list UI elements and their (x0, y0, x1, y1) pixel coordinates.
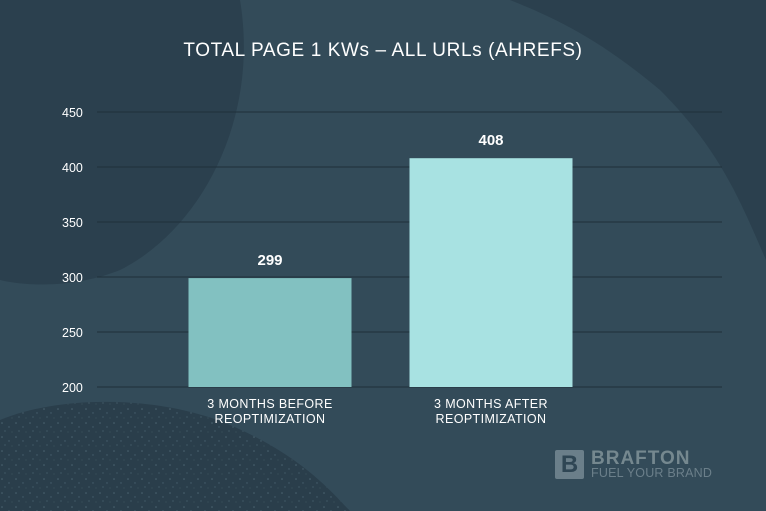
y-tick-label: 300 (62, 271, 83, 285)
brafton-logo-tagline: FUEL YOUR BRAND (591, 466, 713, 480)
x-category-label: REOPTIMIZATION (436, 412, 547, 426)
brafton-logo: B BRAFTON FUEL YOUR BRAND (555, 448, 735, 483)
bar-1 (188, 278, 352, 387)
y-tick-label: 250 (62, 326, 83, 340)
background-speckle (0, 401, 350, 511)
brafton-logo-mark: B (555, 450, 584, 479)
x-category-label: 3 MONTHS BEFORE (207, 397, 332, 411)
y-tick-label: 350 (62, 216, 83, 230)
y-tick-label: 400 (62, 161, 83, 175)
y-tick-label: 450 (62, 106, 83, 120)
bar-2 (409, 158, 573, 387)
chart-title: TOTAL PAGE 1 KWs – ALL URLs (AHREFS) (183, 40, 583, 61)
brafton-logo-name: BRAFTON (591, 448, 691, 469)
x-category-label: 3 MONTHS AFTER (434, 397, 548, 411)
bar-value-label: 408 (478, 132, 503, 149)
bar-value-label: 299 (257, 252, 282, 269)
x-category-label: REOPTIMIZATION (215, 412, 326, 426)
y-tick-label: 200 (62, 381, 83, 395)
